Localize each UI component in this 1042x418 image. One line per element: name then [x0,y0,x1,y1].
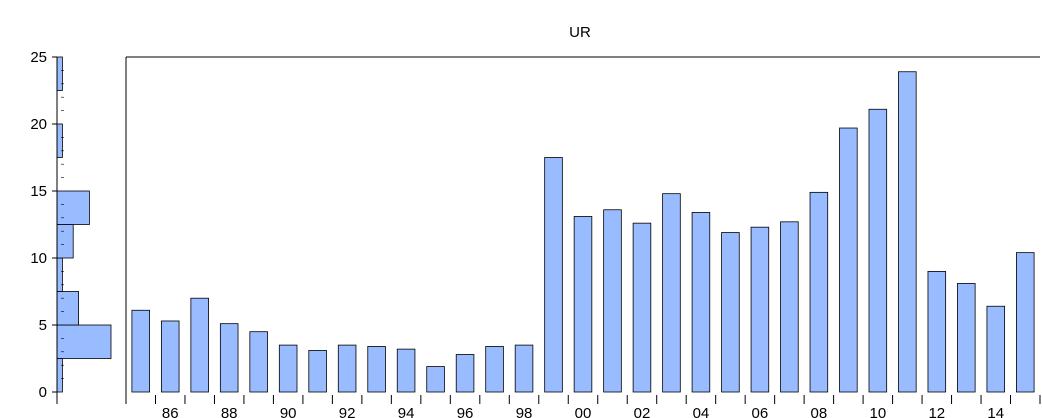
bar-1987 [190,297,209,393]
y-tick-label: 0 [39,384,47,401]
x-tick-label: 02 [634,405,651,418]
x-tick-label: 92 [339,405,356,418]
histogram-bin [56,123,63,158]
x-tick-label: 06 [752,405,769,418]
histogram-bin [56,224,74,259]
bar-2010 [868,108,888,393]
histogram-bin [56,190,90,225]
x-tick-label: 14 [987,405,1004,418]
bar-2000 [573,216,593,393]
y-axis: 0 5 10 15 20 25 [30,49,64,404]
bar-2009 [839,127,858,393]
bar-2011 [898,71,917,393]
histogram-bin [56,257,63,292]
x-axis: 86 88 90 92 94 96 98 00 02 04 06 08 10 12 14 [125,395,1041,418]
histogram-bin [56,291,80,326]
bar-1986 [160,320,180,393]
x-tick-label: 10 [869,405,886,418]
x-tick-label: 04 [693,405,710,418]
bar-2012 [927,270,947,393]
x-tick-label: 98 [516,405,533,418]
bar-2015 [1016,252,1035,393]
bar-1999 [544,157,563,393]
bar-2003 [662,193,681,393]
bar-1995 [426,366,445,393]
bar-2006 [750,226,770,393]
bar-2004 [691,212,711,393]
y-tick-label: 15 [30,183,47,200]
x-tick-label: 00 [575,405,592,418]
x-tick-label: 96 [457,405,474,418]
bar-1990 [278,344,298,393]
y-tick-label: 20 [30,116,47,133]
bar-1991 [308,350,327,393]
bar-2007 [780,221,799,393]
plot-frame [125,56,1040,404]
chart-title: UR [569,24,591,41]
histogram-bin [56,358,63,393]
bars [131,71,1035,393]
x-tick-label: 94 [398,405,415,418]
y-tick-label: 5 [39,317,47,334]
x-tick-label: 86 [162,405,179,418]
bar-1988 [219,323,239,393]
histogram-bin [56,324,112,359]
bar-2002 [632,222,652,393]
x-tick-label: 08 [811,405,828,418]
x-tick-label: 88 [221,405,238,418]
bar-2014 [986,305,1006,393]
x-tick-label: 12 [928,405,945,418]
histogram-panel [56,56,112,393]
y-tick-label: 25 [30,49,47,66]
histogram-bin [56,56,63,91]
bar-1993 [367,346,386,393]
bar-2005 [721,232,740,393]
bar-2001 [603,209,622,393]
bar-1998 [514,344,534,393]
bar-1994 [396,348,416,393]
bar-1992 [337,344,357,393]
x-tick-label: 90 [280,405,297,418]
y-tick-label: 10 [30,250,47,267]
bar-1997 [485,346,504,393]
bar-1989 [249,331,268,393]
bar-1996 [455,354,475,393]
bar-2008 [809,191,829,393]
bar-2013 [957,283,976,393]
bar-1985 [131,309,150,393]
